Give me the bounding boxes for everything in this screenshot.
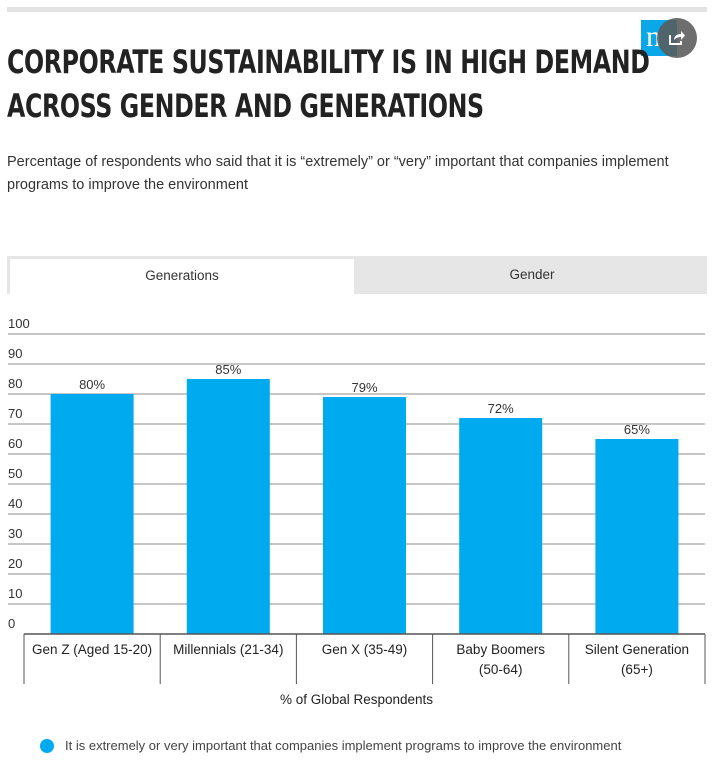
x-tick-label: Silent Generation <box>585 642 689 657</box>
y-tick-label: 50 <box>8 466 22 481</box>
legend-swatch <box>40 738 54 753</box>
bar-chart: 0 10 20 30 40 50 60 70 80 90 100 80% 85% 79% 72% 65% Gen… <box>8 316 706 707</box>
chart-title: CORPORATE SUSTAINABILITY IS IN HIGH DEMA… <box>7 40 650 128</box>
y-tick-label: 0 <box>8 616 15 631</box>
x-tick-label: Baby Boomers <box>456 642 545 657</box>
data-label: 79% <box>351 380 377 395</box>
tab-generations[interactable]: Generations <box>10 259 354 294</box>
x-tick-label: Millennials (21-34) <box>173 642 283 657</box>
y-tick-label: 20 <box>8 556 22 571</box>
data-label: 80% <box>79 377 105 392</box>
data-label: 65% <box>624 422 650 437</box>
x-tick-label: Gen Z (Aged 15-20) <box>32 642 152 657</box>
bar <box>323 397 406 634</box>
x-tick-label: Gen X (35-49) <box>322 642 408 657</box>
x-tick-label: (50-64) <box>479 662 523 677</box>
x-tick-label: (65+) <box>621 662 653 677</box>
title-line-1: CORPORATE SUSTAINABILITY IS IN HIGH DEMA… <box>7 43 650 81</box>
y-tick-label: 30 <box>8 526 22 541</box>
legend: It is extremely or very important that c… <box>40 738 621 753</box>
bar <box>459 418 543 634</box>
y-tick-label: 10 <box>8 586 22 601</box>
share-icon <box>669 31 685 45</box>
bar <box>595 439 679 634</box>
share-button[interactable] <box>657 18 697 58</box>
y-tick-label: 90 <box>8 346 22 361</box>
bar <box>50 394 134 634</box>
data-label: 72% <box>488 401 514 416</box>
title-line-2: ACROSS GENDER AND GENERATIONS <box>7 87 484 125</box>
data-label: 85% <box>215 362 241 377</box>
chart-subtitle: Percentage of respondents who said that … <box>7 154 669 193</box>
y-tick-label: 100 <box>8 316 30 331</box>
y-tick-label: 40 <box>8 496 22 511</box>
y-tick-label: 70 <box>8 406 22 421</box>
tab-bar: Generations Gender <box>7 256 707 294</box>
bar <box>186 379 270 634</box>
y-tick-label: 80 <box>8 376 22 391</box>
tab-gender[interactable]: Gender <box>509 267 555 282</box>
y-tick-label: 60 <box>8 436 22 451</box>
legend-label: It is extremely or very important that c… <box>65 738 622 753</box>
top-rule <box>7 7 707 12</box>
x-axis-title: % of Global Respondents <box>280 692 433 707</box>
